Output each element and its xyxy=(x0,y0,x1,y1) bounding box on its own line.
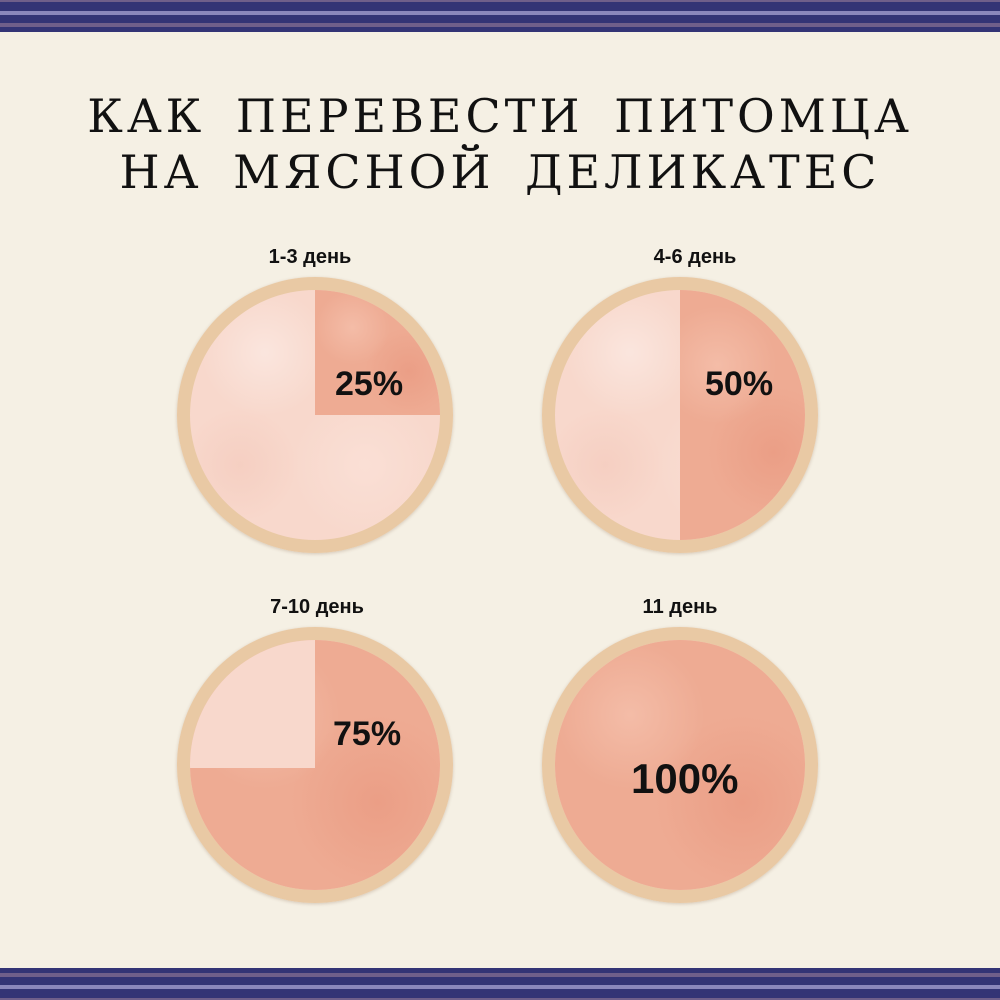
stage-1-percent: 25% xyxy=(335,365,404,403)
bottom-border-stripes xyxy=(0,968,1000,1000)
food-surface: 75% xyxy=(190,640,440,890)
stage-4-label: 11 день xyxy=(642,596,718,618)
stage-4-can: 100% xyxy=(542,627,818,903)
top-border-stripes xyxy=(0,0,1000,32)
stage-4-percent: 100% xyxy=(631,755,739,802)
food-surface: 25% xyxy=(190,290,440,540)
stage-3-can: 75% xyxy=(177,627,453,903)
title-line-1: КАК ПЕРЕВЕСТИ ПИТОМЦА xyxy=(87,89,913,143)
stage-3-label: 7-10 день xyxy=(270,596,364,618)
stage-1-can: 25% xyxy=(177,277,453,553)
stage-2-label: 4-6 день xyxy=(653,246,737,268)
title-line-2: НА МЯСНОЙ ДЕЛИКАТЕС xyxy=(119,145,881,199)
new-food-portion xyxy=(315,290,440,415)
stage-2-percent: 50% xyxy=(705,365,774,403)
old-food-portion xyxy=(190,640,315,768)
page-title: КАК ПЕРЕВЕСТИ ПИТОМЦА НА МЯСНОЙ ДЕЛИКАТЕ… xyxy=(0,88,1000,200)
new-food-portion xyxy=(680,290,805,540)
stage-2-can: 50% xyxy=(542,277,818,553)
stage-3-percent: 75% xyxy=(333,715,402,753)
food-surface: 100% xyxy=(555,640,805,890)
new-food-portion xyxy=(555,640,805,890)
stage-1-label: 1-3 день xyxy=(268,246,352,268)
food-surface: 50% xyxy=(555,290,805,540)
